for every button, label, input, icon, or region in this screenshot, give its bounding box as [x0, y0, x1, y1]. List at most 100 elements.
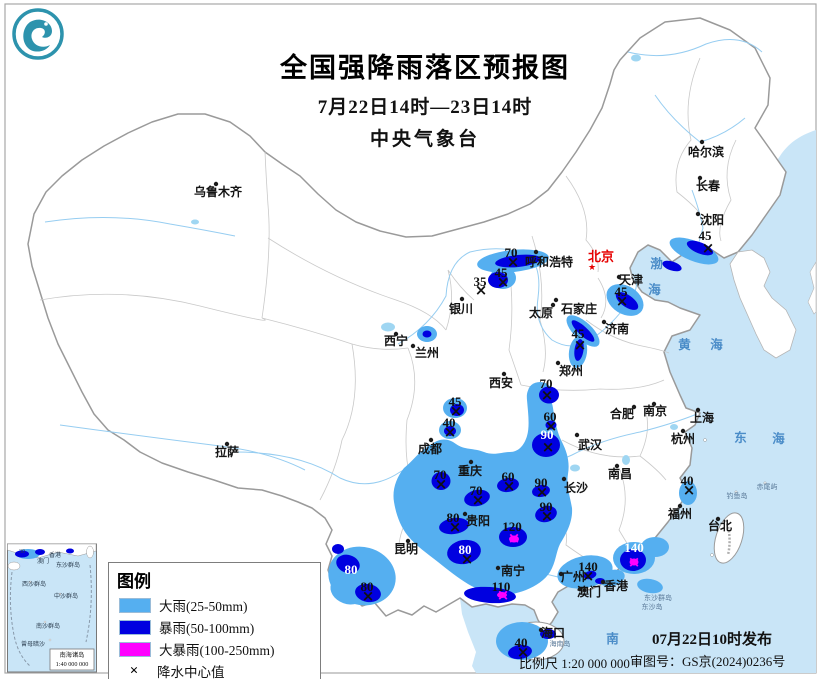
legend-item-label: 大雨(25-50mm)	[159, 599, 248, 614]
inset-label: 香港	[49, 551, 61, 559]
sea-label: 海	[772, 431, 786, 446]
city-dot	[405, 538, 411, 544]
city-dot	[550, 302, 556, 308]
city-dot	[553, 297, 559, 303]
rainfall-value: 45	[449, 394, 463, 409]
city-dot	[715, 516, 721, 522]
island-label: 东沙岛	[642, 602, 663, 611]
inset-label: 澳门	[37, 557, 49, 565]
city-dot	[501, 371, 507, 377]
rainfall-center-mark: ×	[541, 507, 554, 525]
city-label: 太原	[529, 305, 553, 320]
city-label: 上海	[690, 410, 714, 425]
rainfall-value: 110	[492, 579, 511, 594]
city-label: 济南	[605, 321, 629, 336]
city-label: 西宁	[384, 333, 408, 348]
city-dot	[459, 296, 465, 302]
city-dot	[601, 319, 607, 325]
rainfall-value: 120	[502, 519, 522, 534]
rainfall-center-mark: ×	[472, 491, 485, 509]
china-mainland	[27, 17, 787, 631]
inset-scale: 1:40 000 000	[56, 661, 89, 668]
legend-item-center: × 降水中心值	[117, 660, 312, 679]
rain-storm-areas	[332, 240, 714, 660]
inset-scale-box	[49, 648, 95, 671]
rainfall-center-mark: ×	[517, 643, 530, 661]
rainfall-value: 45	[495, 265, 509, 280]
rainfall-value: 140	[624, 540, 644, 555]
legend: 图例 大雨(25-50mm) 暴雨(50-100mm) 大暴雨(100-250mm)…	[108, 562, 321, 679]
legend-item-label: 暴雨(50-100mm)	[159, 621, 255, 636]
sea-label: 东	[734, 430, 748, 445]
city-label: 南宁	[501, 563, 525, 578]
rainfall-center-mark: ×	[542, 438, 555, 456]
rainfall-center-mark: ×	[683, 481, 696, 499]
city-dot	[677, 503, 683, 509]
rainfall-value: 60	[544, 409, 557, 424]
cma-logo-icon	[12, 8, 64, 60]
legend-item: 大暴雨(100-250mm)	[117, 638, 312, 660]
city-label: 石家庄	[560, 301, 597, 316]
city-label: 沈阳	[700, 212, 724, 227]
rainfall-value: 90	[541, 427, 554, 442]
rainfall-value: 140	[578, 559, 598, 574]
rainfall-value: 40	[681, 473, 694, 488]
city-label: 海口	[541, 625, 565, 640]
island-label: 钓鱼岛	[727, 491, 748, 500]
city-dot	[577, 586, 583, 592]
city-dot	[538, 627, 544, 633]
island-label: 海南岛	[550, 639, 571, 648]
city-label: 重庆	[458, 463, 482, 478]
rainfall-center-mark: ×	[497, 273, 510, 291]
city-label: 杭州	[671, 431, 695, 446]
city-label: 西安	[489, 375, 513, 390]
rainfall-center-mark: ×	[435, 475, 448, 493]
rainfall-value: 35	[474, 274, 488, 289]
title-block: 全国强降雨落区预报图 7月22日14时—23日14时 中央气象台	[225, 46, 625, 151]
city-dot	[495, 565, 501, 571]
publish-time: 07月22日10时发布	[652, 632, 773, 648]
rainfall-center-mark: ×	[497, 586, 510, 604]
rain-center-symbol-icon: ×	[129, 662, 139, 679]
city-dot	[224, 441, 230, 447]
page-title: 全国强降雨落区预报图	[280, 53, 570, 83]
rainfall-center-mark: ×	[536, 483, 549, 501]
city-dot	[555, 360, 561, 366]
city-label: 乌鲁木齐	[194, 184, 243, 199]
taiwan-island	[713, 512, 745, 564]
rainfall-center-mark: ×	[444, 423, 457, 441]
inset-label: 30	[19, 549, 25, 555]
city-dot	[533, 249, 539, 255]
rainfall-center-mark: ×	[541, 386, 554, 404]
small-islands	[703, 438, 767, 557]
city-dot	[428, 437, 434, 443]
city-dot	[574, 432, 580, 438]
city-label: 郑州	[559, 363, 583, 378]
city-label: 南京	[643, 403, 667, 418]
city-label: 香港	[603, 578, 629, 593]
rainfall-center-mark: ×	[628, 553, 641, 571]
rainfall-center-mark: ×	[507, 253, 520, 271]
island-label: 赤尾屿	[757, 482, 778, 491]
city-label: 武汉	[578, 437, 603, 452]
sea-label: 渤	[650, 256, 664, 271]
rainfall-center-mark: ×	[545, 417, 558, 435]
city-dot	[614, 463, 620, 469]
rainfall-value: 45	[615, 284, 629, 299]
city-label: 澳门	[577, 584, 601, 599]
city-dot	[697, 175, 703, 181]
rainfall-value: 80	[459, 542, 472, 557]
rainfall-value: 45	[572, 326, 586, 341]
city-label: 长春	[696, 178, 721, 193]
sea-label: 海	[710, 337, 724, 352]
legend-item-label: 大暴雨(100-250mm)	[159, 643, 275, 658]
rain-severe-areas	[497, 535, 639, 598]
agency-name: 中央气象台	[369, 129, 480, 150]
city-dot	[558, 571, 564, 577]
city-label: 天津	[619, 272, 643, 287]
lakes	[191, 54, 678, 472]
city-dot	[651, 401, 657, 407]
city-dot	[680, 428, 686, 434]
